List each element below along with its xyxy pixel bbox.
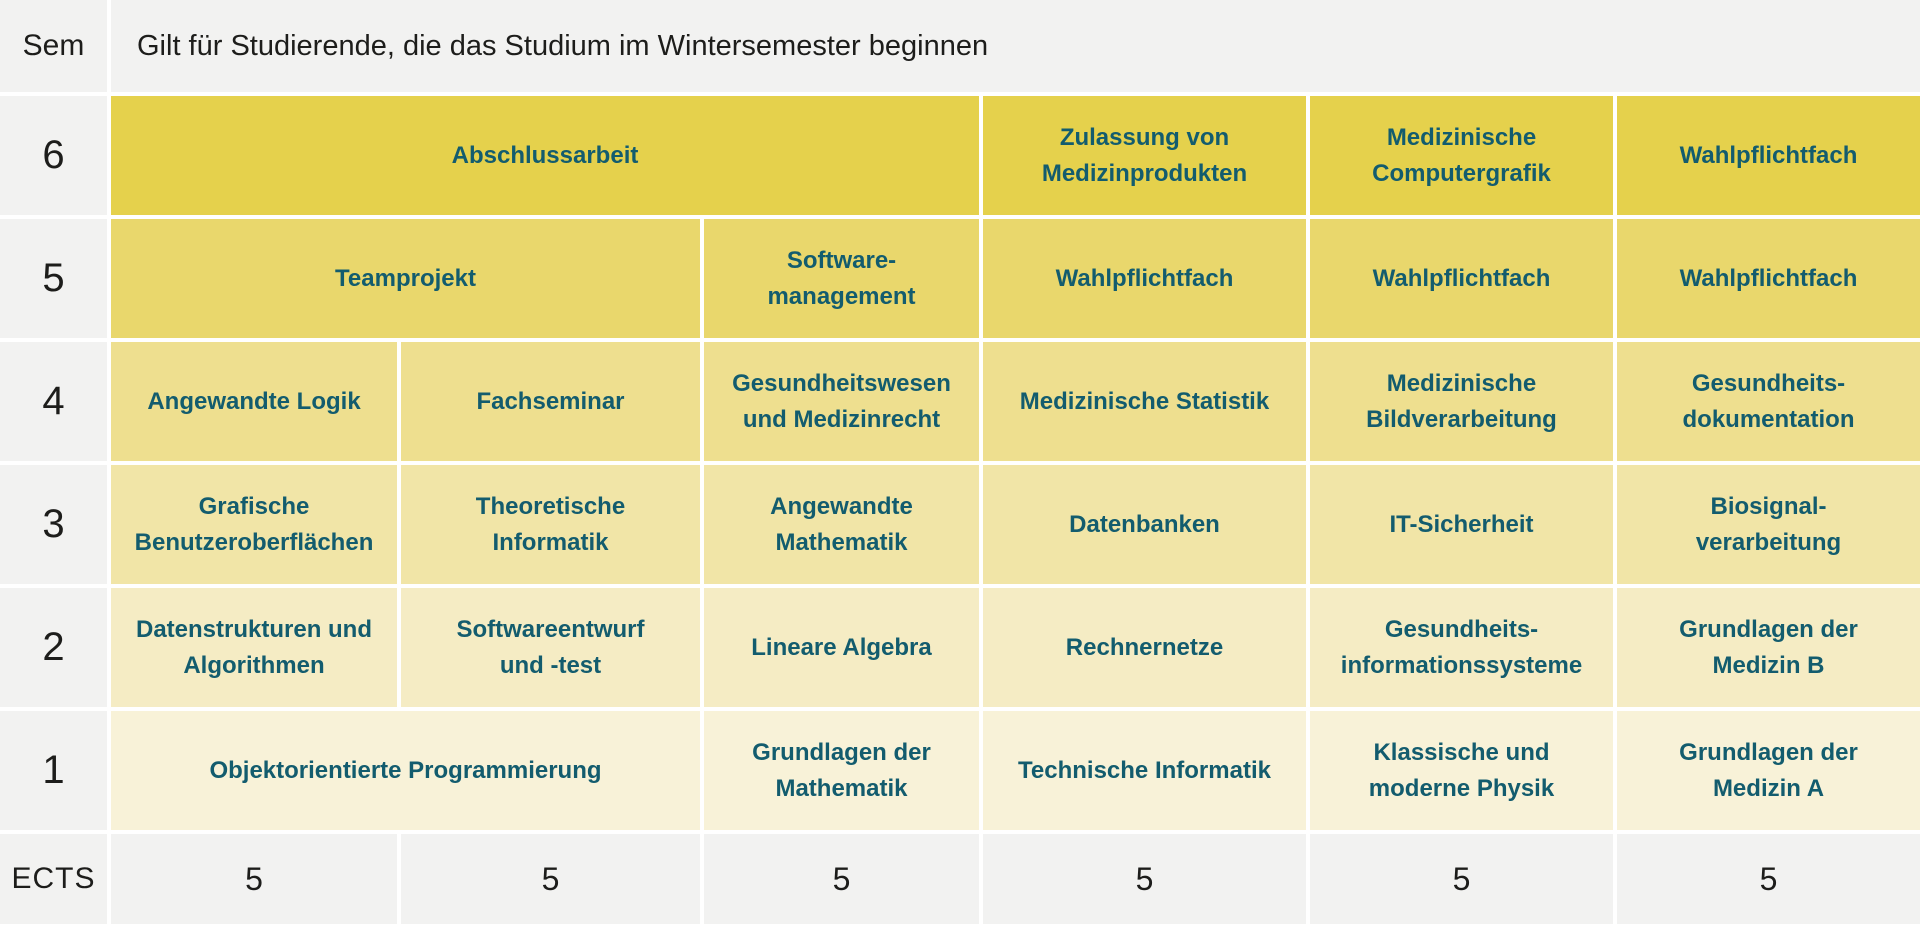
course-teamprojekt[interactable]: Teamprojekt	[111, 219, 700, 338]
course-softwaremanagement[interactable]: Software- management	[704, 219, 979, 338]
course-wahlpflichtfach-sem5-a[interactable]: Wahlpflichtfach	[983, 219, 1306, 338]
course-softwareentwurf-und-test[interactable]: Softwareentwurf und -test	[401, 588, 700, 707]
course-it-sicherheit[interactable]: IT-Sicherheit	[1310, 465, 1613, 584]
course-wahlpflichtfach-sem6[interactable]: Wahlpflichtfach	[1617, 96, 1920, 215]
course-gesundheitsdokumentation[interactable]: Gesundheits- dokumentation	[1617, 342, 1920, 461]
course-theoretische-informatik[interactable]: Theoretische Informatik	[401, 465, 700, 584]
course-abschlussarbeit[interactable]: Abschlussarbeit	[111, 96, 979, 215]
course-technische-informatik[interactable]: Technische Informatik	[983, 711, 1306, 830]
semester-number-6: 6	[0, 96, 107, 215]
ects-value-col1: 5	[111, 834, 397, 924]
course-angewandte-mathematik[interactable]: Angewandte Mathematik	[704, 465, 979, 584]
course-biosignalverarbeitung[interactable]: Biosignal- verarbeitung	[1617, 465, 1920, 584]
plan-title: Gilt für Studierende, die das Studium im…	[111, 0, 1920, 92]
semester-number-1: 1	[0, 711, 107, 830]
semester-number-4: 4	[0, 342, 107, 461]
ects-value-col5: 5	[1310, 834, 1613, 924]
semester-number-3: 3	[0, 465, 107, 584]
course-gesundheitsinformationssysteme[interactable]: Gesundheits- informationssysteme	[1310, 588, 1613, 707]
course-lineare-algebra[interactable]: Lineare Algebra	[704, 588, 979, 707]
ects-value-col4: 5	[983, 834, 1306, 924]
course-medizinische-bildverarbeitung[interactable]: Medizinische Bildverarbeitung	[1310, 342, 1613, 461]
course-klassische-und-moderne-physik[interactable]: Klassische und moderne Physik	[1310, 711, 1613, 830]
semester-number-5: 5	[0, 219, 107, 338]
course-datenstrukturen-und-algorithmen[interactable]: Datenstrukturen und Algorithmen	[111, 588, 397, 707]
course-wahlpflichtfach-sem5-b[interactable]: Wahlpflichtfach	[1310, 219, 1613, 338]
course-grundlagen-der-medizin-a[interactable]: Grundlagen der Medizin A	[1617, 711, 1920, 830]
course-rechnernetze[interactable]: Rechnernetze	[983, 588, 1306, 707]
semester-number-2: 2	[0, 588, 107, 707]
course-zulassung-von-medizinprodukten[interactable]: Zulassung von Medizinprodukten	[983, 96, 1306, 215]
ects-value-col6: 5	[1617, 834, 1920, 924]
course-medizinische-computergrafik[interactable]: Medizinische Computergrafik	[1310, 96, 1613, 215]
course-grafische-benutzeroberflaechen[interactable]: Grafische Benutzeroberflächen	[111, 465, 397, 584]
course-datenbanken[interactable]: Datenbanken	[983, 465, 1306, 584]
course-angewandte-logik[interactable]: Angewandte Logik	[111, 342, 397, 461]
course-fachseminar[interactable]: Fachseminar	[401, 342, 700, 461]
course-medizinische-statistik[interactable]: Medizinische Statistik	[983, 342, 1306, 461]
ects-row-header: ECTS	[0, 834, 107, 924]
ects-value-col3: 5	[704, 834, 979, 924]
sem-column-header: Sem	[0, 0, 107, 92]
course-gesundheitswesen-und-medizinrecht[interactable]: Gesundheitswesen und Medizinrecht	[704, 342, 979, 461]
course-objektorientierte-programmierung[interactable]: Objektorientierte Programmierung	[111, 711, 700, 830]
course-grundlagen-der-medizin-b[interactable]: Grundlagen der Medizin B	[1617, 588, 1920, 707]
course-grundlagen-der-mathematik[interactable]: Grundlagen der Mathematik	[704, 711, 979, 830]
course-wahlpflichtfach-sem5-c[interactable]: Wahlpflichtfach	[1617, 219, 1920, 338]
ects-value-col2: 5	[401, 834, 700, 924]
